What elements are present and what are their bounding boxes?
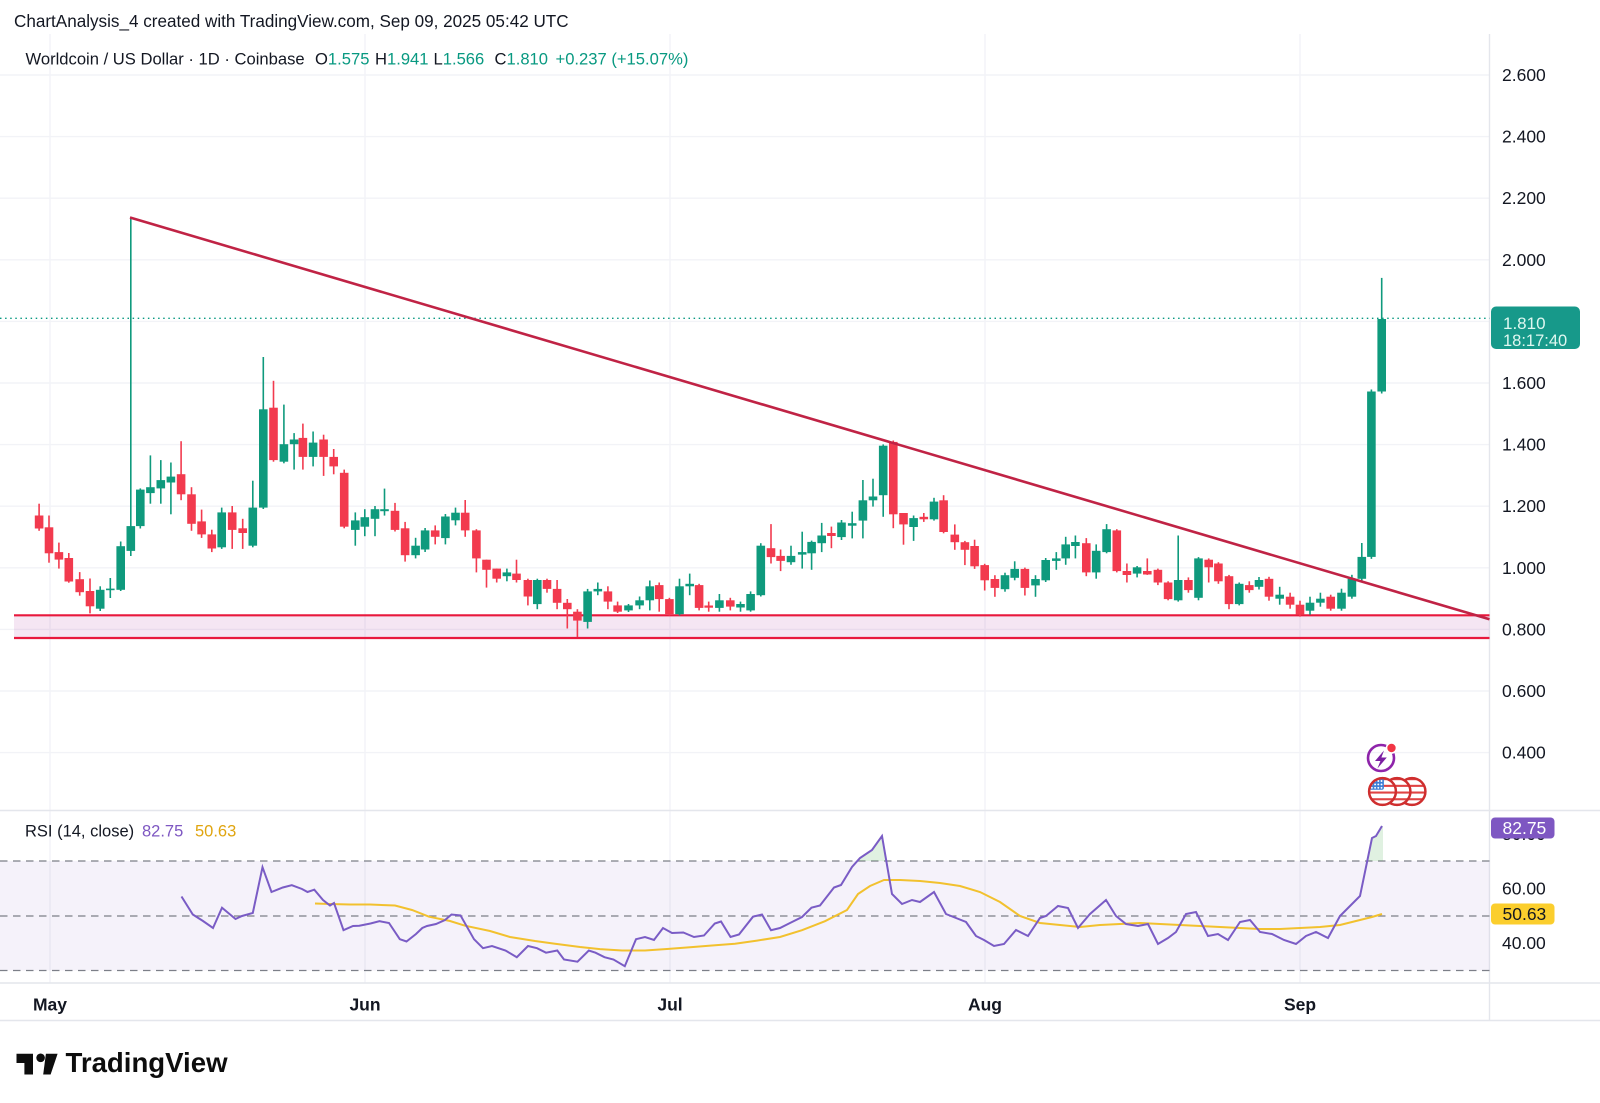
svg-text:1.400: 1.400 [1502,435,1546,455]
svg-text:2.600: 2.600 [1502,65,1546,85]
svg-text:May: May [33,995,67,1015]
svg-text:Aug: Aug [968,995,1002,1015]
svg-text:TradingView: TradingView [66,1047,229,1078]
svg-text:1.810: 1.810 [1503,314,1546,333]
svg-text:50.63: 50.63 [1503,904,1547,924]
svg-text:ChartAnalysis_4 created with T: ChartAnalysis_4 created with TradingView… [14,12,569,31]
svg-text:1.600: 1.600 [1502,373,1546,393]
svg-text:18:17:40: 18:17:40 [1503,332,1567,350]
svg-text:Jul: Jul [657,995,682,1015]
svg-text:Worldcoin / US Dollar · 1D · C: Worldcoin / US Dollar · 1D · Coinbase O1.… [26,50,689,69]
svg-text:0.800: 0.800 [1502,619,1546,639]
svg-text:82.75: 82.75 [1503,818,1547,838]
svg-text:40.00: 40.00 [1502,933,1546,953]
svg-text:Sep: Sep [1284,995,1316,1015]
svg-text:Jun: Jun [349,995,380,1015]
svg-text:1.200: 1.200 [1502,496,1546,516]
svg-text:2.200: 2.200 [1502,188,1546,208]
svg-text:60.00: 60.00 [1502,879,1546,899]
svg-text:2.400: 2.400 [1502,127,1546,147]
svg-text:2.000: 2.000 [1502,250,1546,270]
svg-text:0.400: 0.400 [1502,743,1546,763]
svg-text:0.600: 0.600 [1502,681,1546,701]
svg-text:1.000: 1.000 [1502,558,1546,578]
